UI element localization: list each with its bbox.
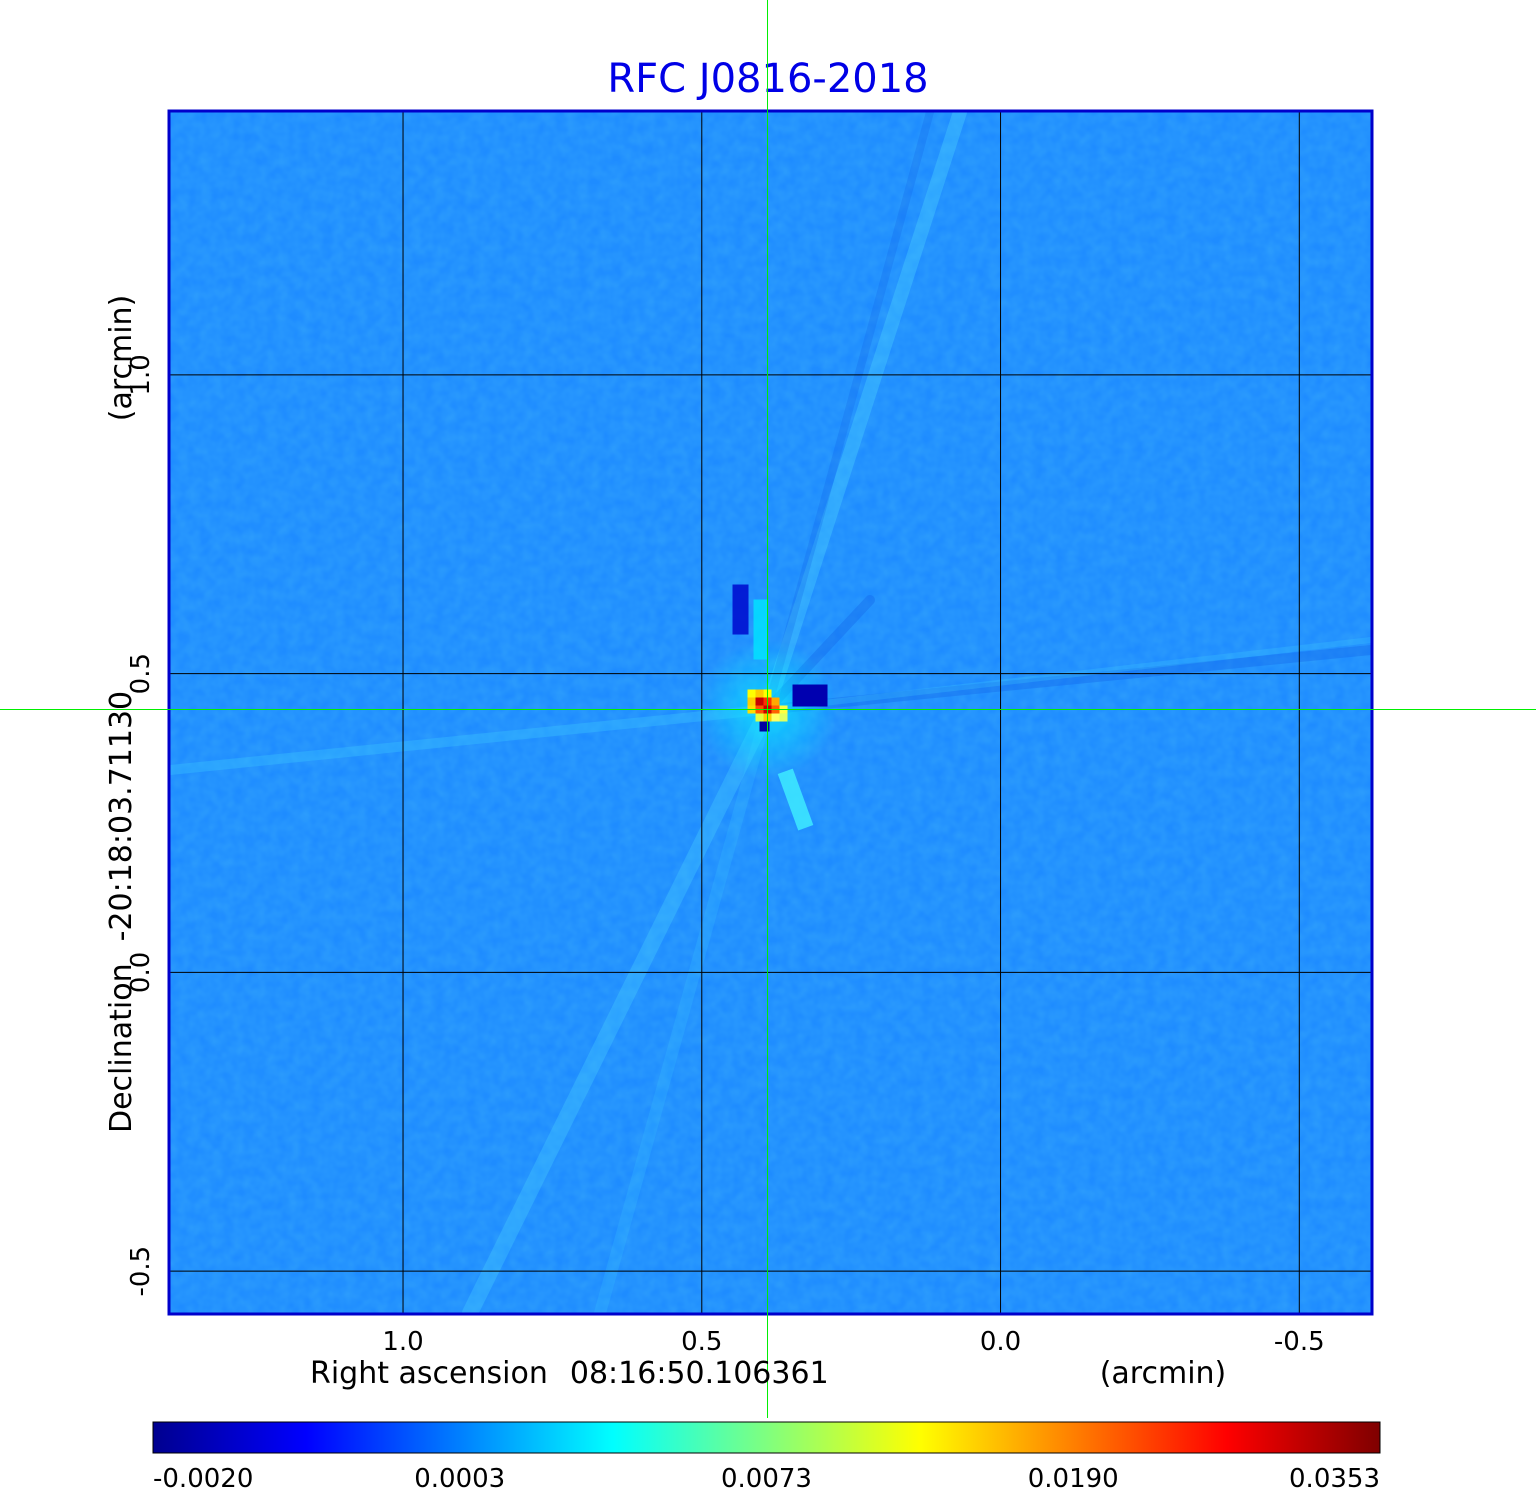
- y-axis-prefix: Declination: [104, 963, 139, 1133]
- crosshair: [0, 0, 1536, 1418]
- y-tick-label: 0.0: [126, 952, 156, 993]
- colorbar-tick-label: 0.0073: [721, 1464, 812, 1494]
- sidelobe-streak: [170, 704, 773, 775]
- y-tick-label: 1.0: [126, 354, 156, 395]
- y-axis-unit: (arcmin): [104, 295, 139, 422]
- colorbar-tick-label: 0.0353: [1289, 1464, 1380, 1494]
- source-peak-pixel: [755, 697, 764, 706]
- grid-lines: [170, 112, 1371, 1313]
- source-peak-pixel: [771, 713, 780, 722]
- y-tick-labels: 1.0 0.5 0.0 -0.5: [126, 354, 156, 1296]
- negative-lobe-north: [732, 584, 749, 635]
- source-peak-pixel: [755, 713, 764, 722]
- sidelobe-streak: [763, 112, 934, 714]
- source-south-lobe: [777, 768, 814, 831]
- y-tick-label: -0.5: [126, 1246, 156, 1297]
- y-axis-center-coordinate: -20:18:03.71130: [104, 691, 139, 942]
- source-north-lobe: [753, 599, 768, 660]
- x-axis-label: Right ascension 08:16:50.106361: [310, 1356, 829, 1391]
- colorbar-frame: [152, 1421, 1381, 1454]
- sidelobe-streak: [764, 637, 1371, 713]
- sidelobe-streaks: [170, 112, 1371, 1313]
- negative-pixel-south: [759, 721, 770, 732]
- x-axis-unit: (arcmin): [1100, 1356, 1227, 1391]
- y-axis-label: Declination -20:18:03.71130: [104, 691, 139, 1133]
- x-axis-prefix: Right ascension: [310, 1356, 548, 1391]
- negative-lobe-east: [792, 684, 828, 707]
- x-axis-center-coordinate: 08:16:50.106361: [570, 1356, 829, 1391]
- x-tick-label: 0.5: [681, 1327, 722, 1357]
- sidelobe-streak: [762, 645, 1371, 715]
- source-peak-pixel: [779, 713, 788, 722]
- plot-area: [170, 112, 1371, 1313]
- source-peak-pixel: [747, 697, 756, 706]
- x-tick-label: 0.0: [980, 1327, 1021, 1357]
- colorbar: [153, 1422, 1380, 1453]
- colorbar-tick-labels: -0.0020 0.0003 0.0073 0.0190 0.0353: [153, 1464, 1380, 1494]
- source-peak-pixel: [771, 697, 780, 706]
- x-tick-label: -0.5: [1274, 1327, 1325, 1357]
- plot-frame: [167, 109, 1374, 1316]
- sidelobe-streak: [594, 703, 774, 1313]
- sidelobe-streak: [462, 701, 776, 1313]
- colorbar-tick-label: -0.0020: [153, 1464, 253, 1494]
- y-tick-label: 0.5: [126, 653, 156, 694]
- source-peak-pixel: [755, 689, 764, 698]
- colorbar-tick-label: 0.0003: [414, 1464, 505, 1494]
- x-tick-label: 1.0: [382, 1327, 423, 1357]
- x-tick-labels: 1.0 0.5 0.0 -0.5: [382, 1327, 1324, 1357]
- sidelobe-streak: [760, 112, 967, 717]
- source-peak-pixel: [747, 689, 756, 698]
- colorbar-tick-label: 0.0190: [1028, 1464, 1119, 1494]
